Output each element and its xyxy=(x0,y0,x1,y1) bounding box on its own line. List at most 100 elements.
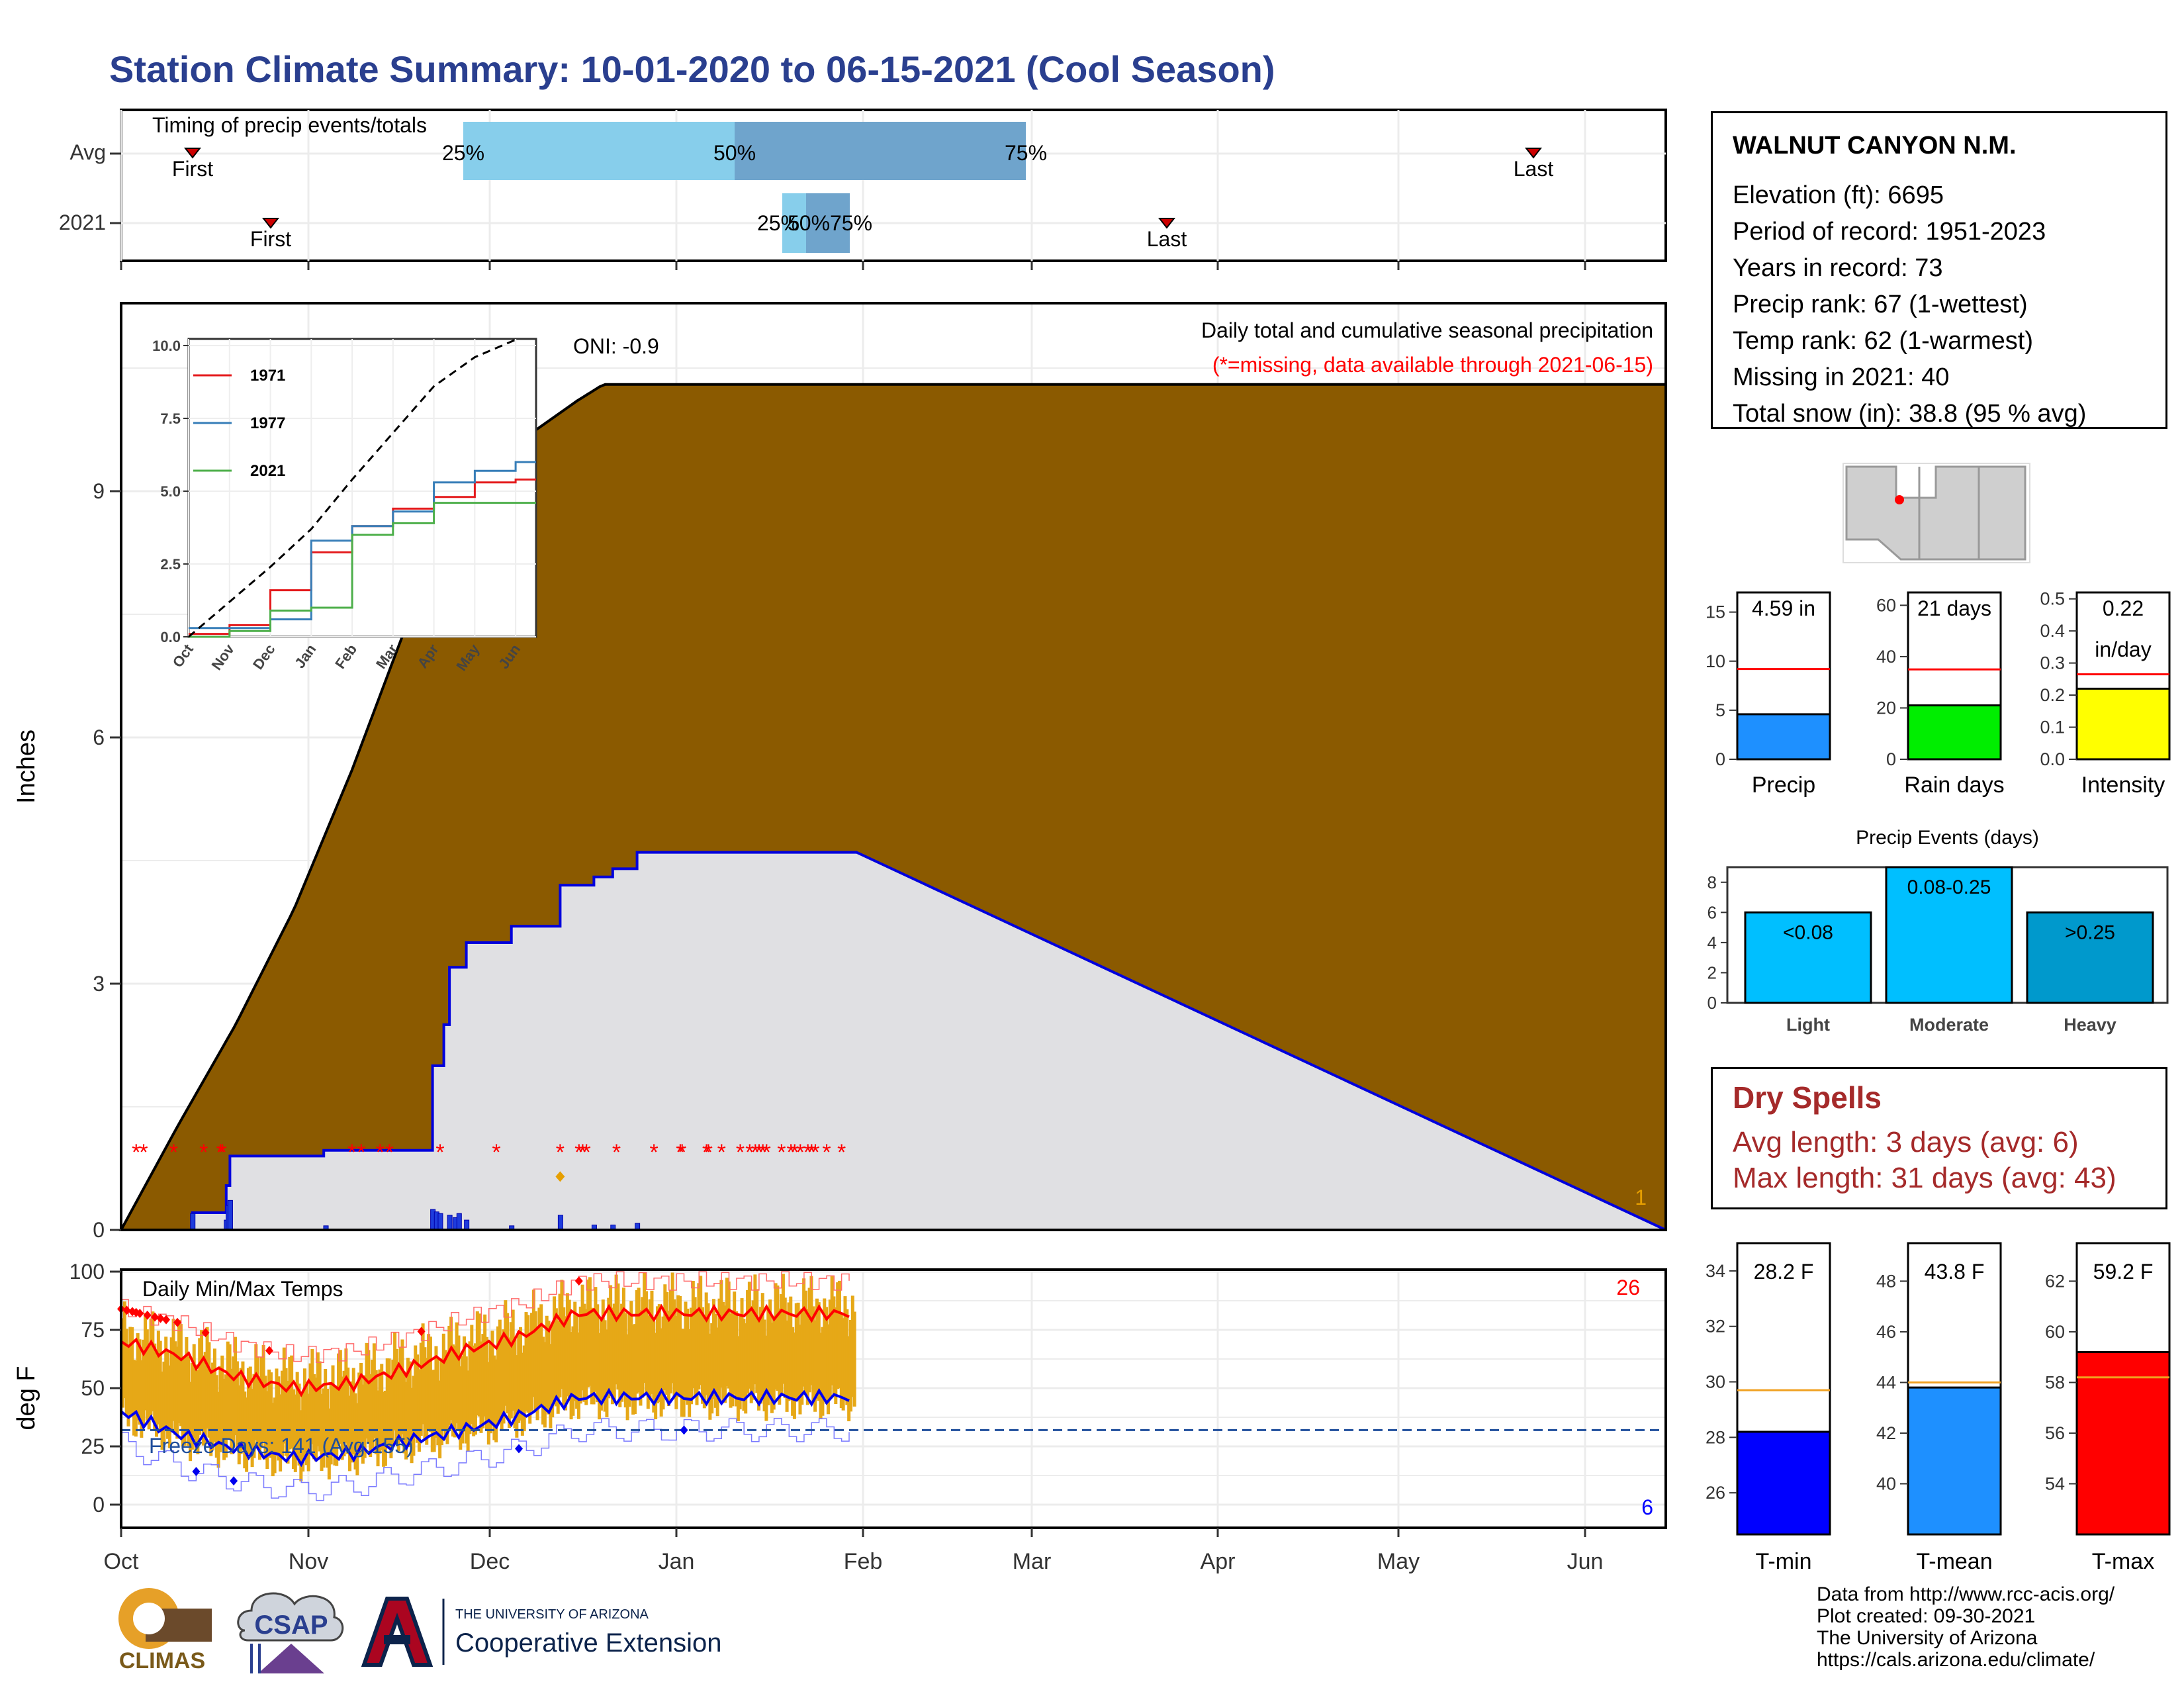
missing-day-star: * xyxy=(357,1140,365,1165)
daily-temp-bar xyxy=(438,1380,442,1459)
credits-block: Data from http://www.rcc-acis.org/ Plot … xyxy=(1817,1583,2115,1671)
daily-temp-bar xyxy=(484,1336,488,1430)
daily-temp-bar xyxy=(832,1296,836,1397)
daily-temp-bar xyxy=(830,1276,834,1385)
daily-precip-bar xyxy=(227,1199,233,1231)
daily-temp-bar xyxy=(327,1408,331,1479)
daily-temp-bar xyxy=(235,1361,239,1450)
daily-temp-bar xyxy=(623,1313,627,1408)
daily-temp-bar xyxy=(839,1314,843,1409)
events-bar xyxy=(2026,911,2154,1004)
daily-temp-bar xyxy=(220,1355,224,1446)
daily-temp-bar xyxy=(158,1340,162,1431)
daily-temp-bar xyxy=(661,1316,665,1410)
daily-temp-bar xyxy=(140,1360,144,1438)
daily-temp-bar xyxy=(427,1334,431,1430)
daily-temp-bar xyxy=(522,1345,526,1432)
page-title: Station Climate Summary: 10-01-2020 to 0… xyxy=(109,48,1275,90)
inset-legend-label: 1971 xyxy=(250,367,285,385)
daily-temp-bar xyxy=(668,1289,672,1394)
mini-chart-label: Rain days xyxy=(1904,773,2004,798)
daily-temp-bar xyxy=(594,1287,598,1392)
daily-temp-bar xyxy=(312,1374,316,1460)
daily-temp-bar xyxy=(430,1370,434,1452)
daily-temp-bar xyxy=(725,1278,729,1387)
temp-summary-bar xyxy=(1907,1386,2002,1536)
daily-temp-bar xyxy=(607,1297,611,1399)
daily-temp-bar xyxy=(302,1368,306,1456)
daily-temp-bar xyxy=(738,1316,742,1410)
daily-temp-bar xyxy=(455,1322,459,1424)
temp-summary-label: T-mean xyxy=(1916,1549,1992,1574)
daily-temp-bar xyxy=(616,1283,620,1390)
record-high-marker xyxy=(574,1276,583,1286)
temp-summary-bar xyxy=(1736,1430,1831,1536)
missing-day-star: * xyxy=(796,1140,805,1165)
inset-average-line xyxy=(188,338,516,638)
inset-ytick-label: 0.0 xyxy=(160,629,181,645)
daily-temp-bar xyxy=(224,1374,228,1458)
cumulative-2021-area xyxy=(121,851,1666,1231)
daily-temp-bar xyxy=(173,1341,177,1435)
avg-q75-label: 75% xyxy=(1005,141,1047,165)
avg-first-marker xyxy=(183,148,202,159)
temp-summary-ytick-label: 46 xyxy=(1876,1322,1896,1342)
daily-temp-bar xyxy=(122,1301,126,1399)
temp-ytick-label: 75 xyxy=(81,1318,105,1342)
record-min-count: 6 xyxy=(1641,1495,1653,1519)
daily-temp-bar xyxy=(205,1327,209,1429)
missing-day-star: * xyxy=(132,1140,140,1165)
precip-ytick-label: 9 xyxy=(93,479,105,503)
daily-temp-bar xyxy=(815,1298,819,1399)
info-elevation: Elevation (ft): 6695 xyxy=(1733,181,1944,209)
temp-ytick-label: 25 xyxy=(81,1434,105,1458)
temp-ytick-label: 0 xyxy=(93,1493,105,1517)
station-name: WALNUT CANYON N.M. xyxy=(1733,132,2017,160)
daily-temp-bar xyxy=(310,1348,314,1444)
daily-temp-bar xyxy=(823,1298,827,1399)
temp-summary-ytick-label: 32 xyxy=(1706,1317,1725,1336)
daily-temp-bar xyxy=(834,1307,838,1405)
daily-temp-bar xyxy=(789,1296,793,1398)
daily-temp-bar xyxy=(520,1352,524,1436)
missing-day-star: * xyxy=(612,1140,621,1165)
daily-temp-bar xyxy=(494,1359,498,1442)
daily-precip-bar xyxy=(464,1219,470,1231)
temp-summary-ytick-label: 30 xyxy=(1706,1372,1725,1392)
missing-day-star: * xyxy=(199,1140,208,1165)
month-xtick-label: Nov xyxy=(289,1549,328,1574)
daily-temp-bar xyxy=(389,1378,393,1458)
daily-temp-bar xyxy=(404,1382,408,1460)
record-high-marker xyxy=(162,1315,171,1325)
missing-day-star: * xyxy=(745,1140,754,1165)
daily-temp-bar xyxy=(508,1337,512,1428)
daily-temp-bar xyxy=(250,1389,254,1468)
missing-note: (*=missing, data available through 2021-… xyxy=(1212,353,1653,377)
daily-temp-bar xyxy=(443,1350,447,1440)
daily-temp-bar xyxy=(326,1388,330,1468)
daily-temp-bar xyxy=(825,1307,829,1404)
daily-temp-bar xyxy=(819,1333,823,1420)
daily-temp-bar xyxy=(592,1307,596,1405)
daily-temp-bar xyxy=(402,1371,406,1454)
temp-summary-value-label: 43.8 F xyxy=(1925,1260,1985,1284)
daily-temp-bar xyxy=(349,1381,353,1463)
mini-ytick-label: 15 xyxy=(1706,602,1725,622)
daily-temp-bar xyxy=(275,1368,279,1456)
mini-ytick-label: 10 xyxy=(1706,651,1725,671)
daily-temp-bar xyxy=(297,1383,301,1466)
daily-temp-bar xyxy=(584,1309,588,1405)
daily-temp-bar xyxy=(690,1307,694,1405)
daily-temp-bar xyxy=(192,1344,196,1439)
daily-temp-bar xyxy=(567,1299,571,1401)
daily-temp-bar xyxy=(194,1364,198,1451)
daily-temp-bar xyxy=(753,1274,757,1385)
daily-temp-bar xyxy=(254,1344,258,1440)
daily-temp-bar xyxy=(762,1319,766,1412)
avg-first-label: First xyxy=(172,157,213,181)
daily-temp-bar xyxy=(306,1393,310,1472)
events-bar xyxy=(1744,911,1872,1004)
daily-temp-bar xyxy=(598,1333,602,1420)
daily-temp-bar xyxy=(318,1361,322,1452)
daily-temp-bar xyxy=(715,1327,719,1417)
